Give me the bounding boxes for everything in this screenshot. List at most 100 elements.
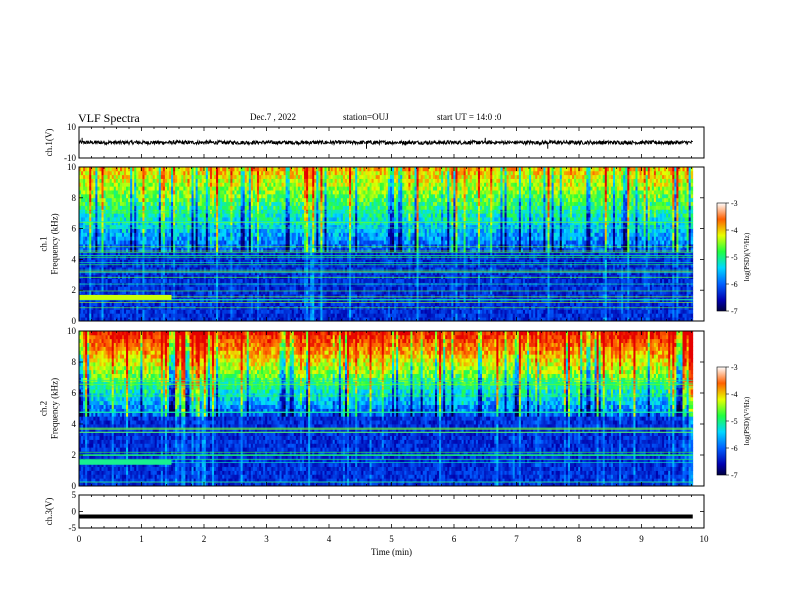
heatmap-cell [132,193,135,199]
heatmap-cell [164,247,168,253]
heatmap-cell [87,228,90,233]
heatmap-cell [175,278,178,283]
heatmap-cell [175,228,178,233]
heatmap-cell [111,313,115,318]
heatmap-cell [142,182,145,187]
heatmap-cell [185,178,188,183]
heatmap-cell [93,317,96,322]
heatmap-cell [103,186,106,191]
heatmap-cell [203,301,207,306]
heatmap-cell [152,236,156,241]
heatmap-cell [203,224,207,229]
heatmap-cell [195,278,199,283]
heatmap-cell [85,213,88,218]
heatmap-cell [193,209,197,214]
heatmap-cell [177,309,180,314]
heatmap-cell [152,182,156,187]
heatmap-cell [136,259,139,264]
heatmap-cell [183,240,186,245]
heatmap-cell [191,186,194,191]
heatmap-cell [138,193,141,199]
heatmap-cell [105,301,109,306]
heatmap-cell [103,217,106,222]
heatmap-cell [121,282,125,287]
heatmap-cell [105,259,109,264]
heatmap-cell [89,174,92,179]
heatmap-cell [109,209,113,214]
heatmap-cell [171,193,174,199]
heatmap-cell [193,286,197,291]
heatmap-cell [197,190,201,195]
heatmap-cell [175,220,178,226]
heatmap-cell [93,286,96,291]
heatmap-cell [162,213,166,218]
heatmap-cell [97,290,100,295]
heatmap-cell [146,186,149,191]
heatmap-cell [209,294,213,299]
heatmap-cell [91,186,94,191]
heatmap-cell [85,170,88,176]
heatmap-cell [156,301,160,306]
heatmap-cell [152,240,156,245]
heatmap-cell [117,182,121,187]
heatmap-cell [203,309,207,314]
heatmap-cell [128,240,131,245]
heatmap-cell [99,213,102,218]
heatmap-cell [87,313,90,318]
heatmap-cell [185,228,188,233]
heatmap-cell [115,251,119,256]
heatmap-cell [103,224,106,229]
heatmap-cell [136,220,139,226]
heatmap-cell [199,267,203,272]
heatmap-cell [89,201,92,206]
heatmap-cell [193,190,197,195]
heatmap-cell [128,190,131,195]
heatmap-cell [121,236,125,241]
heatmap-cell [160,251,164,256]
heatmap-cell [134,170,137,176]
heatmap-cell [171,267,174,272]
heatmap-cell [113,193,117,199]
heatmap-cell [144,193,147,199]
heatmap-cell [152,259,156,264]
heatmap-cell [171,205,174,210]
heatmap-cell [164,217,168,222]
heatmap-cell [113,197,117,203]
heatmap-cell [193,201,197,206]
heatmap-cell [128,170,131,176]
heatmap-cell [191,193,194,199]
heatmap-cell [107,232,111,237]
heatmap-cell [171,259,174,264]
heatmap-cell [191,240,194,245]
heatmap-cell [79,217,82,222]
heatmap-cell [83,278,86,283]
heatmap-cell [124,232,127,237]
heatmap-cell [93,224,96,229]
heatmap-cell [83,209,86,214]
heatmap-cell [162,278,166,283]
heatmap-cell [115,309,119,314]
heatmap-cell [197,228,201,233]
heatmap-cell [97,205,100,210]
heatmap-cell [179,178,182,183]
heatmap-cell [130,309,133,314]
heatmap-cell [113,209,117,214]
heatmap-cell [109,313,113,318]
heatmap-cell [197,213,201,218]
heatmap-cell [164,282,168,287]
heatmap-cell [169,178,172,183]
heatmap-cell [164,270,168,276]
heatmap-cell [185,213,188,218]
heatmap-cell [107,220,111,226]
heatmap-cell [124,167,127,172]
heatmap-cell [87,317,90,322]
heatmap-cell [171,209,174,214]
heatmap-cell [207,201,211,206]
heatmap-cell [152,197,156,203]
heatmap-cell [142,270,145,276]
heatmap-cell [91,267,94,272]
heatmap-cell [187,244,190,249]
heatmap-cell [201,167,205,172]
heatmap-cell [119,182,123,187]
heatmap-cell [115,240,119,245]
